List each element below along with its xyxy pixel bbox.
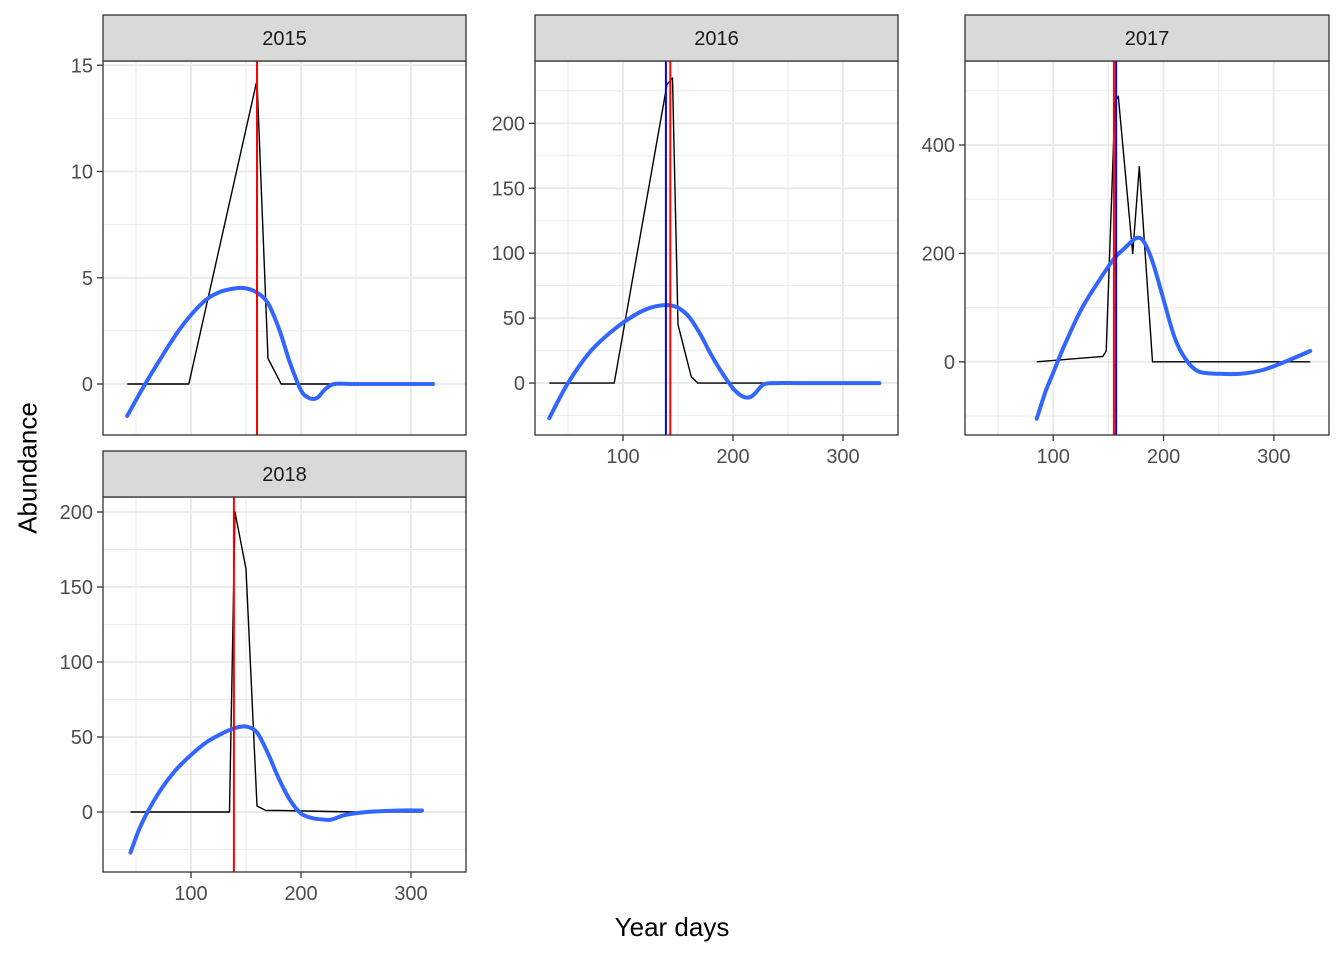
facet-panel-2016: 2016 0 50 100 150 200 100 200 300	[492, 14, 899, 468]
y-tick-label: 5	[82, 268, 93, 290]
facet-strip-label: 2017	[1125, 28, 1170, 50]
panel-data-layer	[128, 497, 424, 872]
y-tick-label: 0	[82, 374, 93, 396]
panel-data-layer	[547, 61, 882, 435]
facet-strip	[102, 450, 467, 498]
y-tick-label: 100	[60, 652, 93, 674]
panel-data-layer	[125, 61, 435, 435]
y-tick-label: 400	[922, 135, 955, 157]
facet-strip-label: 2018	[262, 464, 307, 486]
facet-strip-label: 2015	[262, 28, 307, 50]
facet-strip	[534, 14, 899, 62]
x-axis-title: Year days	[614, 912, 730, 942]
x-tick-label: 300	[826, 446, 859, 468]
facet-strip	[102, 14, 467, 62]
y-tick-label: 0	[82, 802, 93, 824]
x-tick-label: 100	[606, 446, 639, 468]
facet-strip-label: 2016	[694, 28, 739, 50]
facet-panel-2015: 2015 0 5 10 15	[71, 14, 467, 436]
y-tick-label: 200	[922, 243, 955, 265]
observed-series-line	[1036, 95, 1311, 363]
y-tick-label: 150	[492, 178, 525, 200]
y-tick-label: 0	[944, 352, 955, 374]
smooth-fit-line	[125, 285, 435, 418]
x-tick-label: 100	[174, 883, 207, 905]
y-axis-title: Abundance	[12, 402, 43, 534]
x-tick-label: 200	[716, 446, 749, 468]
observed-series-line	[130, 511, 422, 813]
x-tick-label: 200	[1147, 446, 1180, 468]
observed-series-line	[549, 77, 880, 384]
y-tick-label: 50	[503, 308, 525, 330]
facet-strip	[964, 14, 1330, 62]
y-tick-label: 10	[71, 162, 93, 184]
x-tick-label: 100	[1037, 446, 1070, 468]
facet-panel-2017: 2017 0 200 400 100 200 300	[922, 14, 1330, 468]
panel-background	[103, 61, 466, 435]
observed-series-line	[127, 79, 433, 385]
y-tick-label: 200	[492, 113, 525, 135]
facet-panel-2018: 2018 0 50 100 150 200 100 200 300	[60, 450, 467, 905]
x-tick-label: 200	[284, 883, 317, 905]
y-tick-label: 150	[60, 577, 93, 599]
y-tick-label: 100	[492, 243, 525, 265]
y-tick-label: 15	[71, 55, 93, 77]
y-tick-label: 50	[71, 727, 93, 749]
smooth-fit-line	[1034, 235, 1313, 421]
panel-data-layer	[1034, 61, 1313, 435]
x-tick-label: 300	[394, 883, 427, 905]
smooth-fit-line	[547, 303, 882, 421]
y-tick-label: 200	[60, 502, 93, 524]
y-tick-label: 0	[514, 373, 525, 395]
smooth-fit-line	[128, 724, 424, 855]
x-tick-label: 300	[1257, 446, 1290, 468]
